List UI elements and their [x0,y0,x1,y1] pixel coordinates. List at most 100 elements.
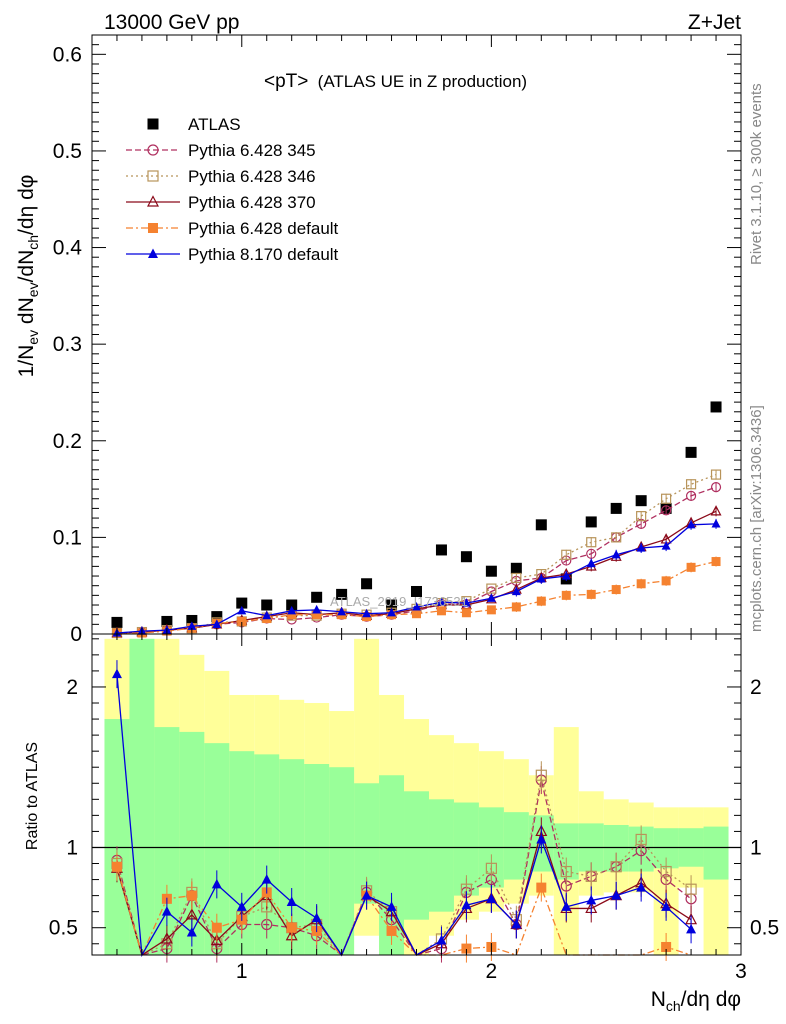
x-tick-label: 3 [735,960,747,983]
ratio-point [635,833,647,846]
main-point [586,589,596,599]
main-point [311,591,323,603]
legend-entry: Pythia 8.170 default [126,245,339,264]
main-point [287,605,297,615]
main-point [262,610,272,620]
main-point [412,601,421,611]
ratio-point [686,923,697,934]
process-label: Z+Jet [688,11,741,34]
chart-title: <pT> (ATLAS UE in Z production) [264,71,527,92]
main-point [661,541,671,550]
ratio-point [461,943,472,954]
main-point [686,519,696,529]
ratio-point [586,894,597,905]
legend-marker [147,118,159,130]
ratio-point [161,906,172,916]
main-point [461,598,471,607]
main-point [237,616,247,626]
main-point [361,578,373,590]
main-y-tick-label: 0 [70,623,82,646]
main-series [111,401,722,628]
main-point [211,611,223,623]
legend-entry: Pythia 6.428 346 [126,167,316,186]
main-y-axis-label: 1/Nev dNev/dNch/dη dφ [15,175,41,378]
main-point [261,599,273,611]
legend-label: Pythia 6.428 346 [188,167,316,186]
ratio-point [486,893,497,903]
ratio-point [211,878,222,889]
main-point [436,606,446,616]
main-point [661,576,671,586]
main-point [236,597,248,609]
ratio-y-axis-label: Ratio to ATLAS [24,742,41,850]
inner-band-bin [329,767,355,955]
main-point [237,605,247,615]
main-point [286,599,298,611]
ratio-y-tick-label-right: 2 [750,676,762,699]
main-point [611,585,621,595]
inner-band-bin [703,826,729,880]
main-point [636,543,646,552]
main-point [685,446,697,458]
inner-band-bin [104,719,130,955]
main-point [561,549,572,560]
main-point [386,599,398,611]
main-point [212,619,222,628]
main-point [412,609,421,619]
legend-marker [148,248,158,258]
main-point [362,608,372,618]
ratio-point [160,932,173,944]
ratio-y-tick-label-right: 0.5 [750,917,779,940]
main-point [585,516,597,528]
legend-label: Pythia 8.170 default [188,245,339,264]
ratio-point [461,899,472,910]
legend-entry: Pythia 6.428 370 [126,193,316,212]
chart-title-main: <pT> [264,71,308,92]
ratio-point [386,925,397,936]
main-point [387,607,397,617]
ratio-point [436,935,447,945]
ratio-point [485,862,497,874]
main-point [511,586,521,596]
main-point [586,537,597,548]
main-point [661,493,672,504]
main-point [686,562,696,572]
ratio-uncertainty-bands [104,638,729,955]
ratio-point [610,861,622,873]
ratio-point [685,883,697,895]
ratio-point [261,874,272,884]
main-y-tick-label: 0.6 [53,43,82,66]
main-point [561,571,571,580]
main-point [685,479,697,490]
main-point [636,511,647,522]
main-panel: 0 0.1 0.2 0.3 0.4 0.5 0.6 [53,34,742,646]
main-point [661,505,672,516]
main-point [710,469,722,480]
legend-label: Pythia 6.428 default [188,219,339,238]
ratio-point [111,668,122,679]
legend-marker [147,144,159,156]
chart-title-sub: (ATLAS UE in Z production) [318,72,527,91]
ratio-point [286,896,297,907]
ratio-series-line [116,674,692,958]
ratio-point [585,870,597,882]
legend-label: Pythia 6.428 345 [188,141,316,160]
main-point [535,519,547,531]
main-point [711,518,721,528]
inner-band-bin [404,791,429,920]
ratio-point [236,901,247,911]
legend-marker [147,170,159,182]
main-point [586,558,596,568]
legend-entry: ATLAS [147,115,241,134]
energy-label: 13000 GeV pp [104,11,239,34]
analysis-watermark: ATLAS_2019_I1736531 [330,594,468,609]
main-point [511,572,522,584]
ratio-point [211,922,222,933]
main-point [485,565,497,577]
main-point [710,482,722,493]
main-y-tick-label: 0.1 [53,526,82,549]
main-point [460,551,472,563]
main-point [685,490,697,501]
rivet-label: Rivet 3.1.10, ≥ 300k events [748,83,765,265]
main-point [336,588,348,600]
